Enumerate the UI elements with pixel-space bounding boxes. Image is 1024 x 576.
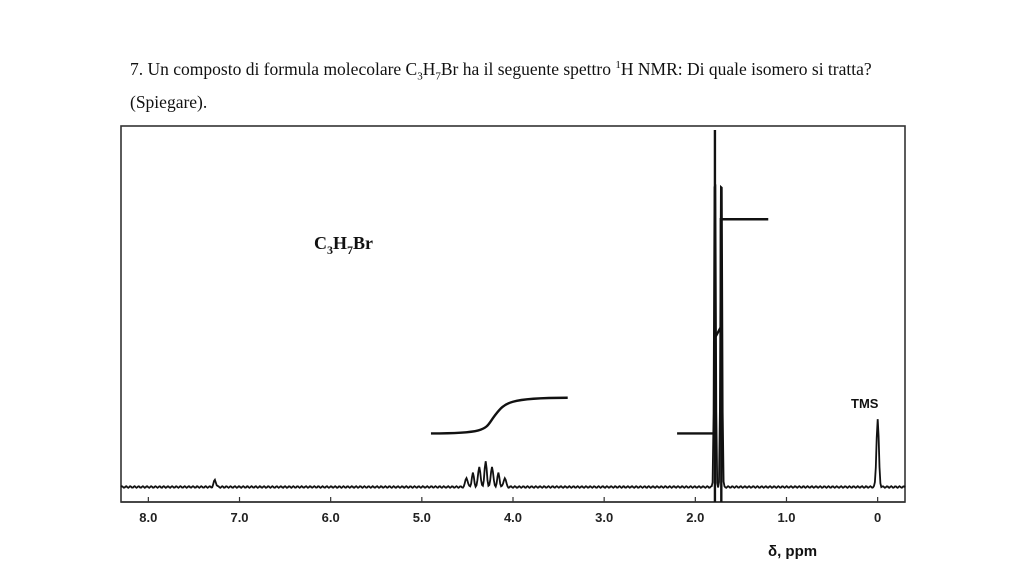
x-tick-label: 6.0: [322, 510, 340, 525]
formula-sub-7: 7: [435, 70, 441, 83]
x-tick-label: 1.0: [777, 510, 795, 525]
integral-curves: [430, 218, 769, 435]
formula-h: H: [422, 58, 436, 79]
compound-formula-label: C3H7Br: [314, 233, 373, 257]
spectrum-trace: [120, 130, 906, 502]
spectrum-line: [120, 184, 906, 489]
integral-curve-1: [430, 396, 568, 435]
x-tick-label: 3.0: [595, 510, 613, 525]
x-tick-label: 7.0: [230, 510, 248, 525]
x-axis-label: δ, ppm: [768, 543, 817, 560]
x-tick-label: 8.0: [139, 510, 157, 525]
integral-curve-2: [677, 218, 769, 435]
compound-h: H: [333, 233, 347, 253]
plot-frame: [120, 125, 906, 503]
nmr-superscript: 1: [615, 59, 621, 71]
question-text-mid: Br ha il seguente spettro: [440, 58, 616, 79]
x-tick-label: 5.0: [413, 510, 431, 525]
question-number: 7.: [130, 58, 144, 79]
compound-br: Br: [353, 233, 373, 253]
compound-sub-2: 7: [347, 243, 353, 257]
x-tick-label: 2.0: [686, 510, 704, 525]
x-axis-ticks: 8.0 7.0 6.0 5.0 4.0 3.0 2.0 1.0 0: [139, 497, 881, 525]
compound-c: C: [314, 233, 327, 253]
question-text-after: H NMR: Di quale isomero si tratta? (Spie…: [130, 58, 872, 113]
formula-sub-3: 3: [417, 70, 423, 83]
x-tick-label: 0: [874, 510, 881, 525]
question-text: 7. Un composto di formula molecolare C3H…: [130, 52, 890, 115]
compound-sub-1: 3: [327, 243, 333, 257]
tms-annotation: TMS: [851, 396, 879, 411]
x-tick-label: 4.0: [504, 510, 522, 525]
question-text-before: Un composto di formula molecolare C: [143, 58, 418, 79]
